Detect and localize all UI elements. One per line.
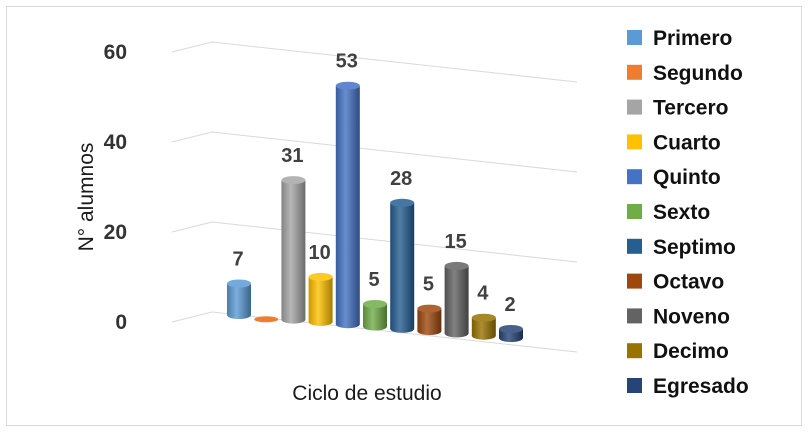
y-axis-title: N° alumnos: [75, 143, 98, 252]
legend-label: Quinto: [653, 166, 721, 189]
data-label-septimo: 28: [390, 168, 412, 190]
legend-swatch: [627, 273, 642, 289]
bar-octavo: [417, 304, 442, 336]
legend-item-cuarto: Cuarto: [627, 131, 721, 154]
bar-tercero: [281, 176, 306, 324]
legend-label: Noveno: [653, 305, 730, 328]
data-label-octavo: 5: [423, 274, 434, 296]
bar-sexto: [363, 300, 387, 331]
legend-item-segundo: Segundo: [627, 62, 743, 85]
bar-decimo: [471, 313, 496, 340]
legend-label: Octavo: [653, 271, 724, 294]
legend-swatch: [627, 99, 642, 115]
legend-swatch: [627, 169, 642, 185]
legend-label: Tercero: [653, 97, 728, 120]
data-label-quinto: 53: [336, 51, 358, 73]
bar-segundo: [254, 316, 279, 323]
legend-item-decimo: Decimo: [627, 340, 729, 363]
y-tick-label: 40: [104, 131, 127, 154]
gridline: [171, 221, 578, 263]
legend-item-septimo: Septimo: [627, 236, 736, 259]
legend-label: Egresado: [653, 375, 749, 398]
data-label-decimo: 4: [477, 283, 489, 305]
gridline: [171, 41, 578, 83]
data-label-sexto: 5: [368, 269, 379, 291]
legend-label: Cuarto: [653, 131, 721, 154]
gridline: [171, 311, 578, 353]
y-axis-ticks: 0 20 40 60: [104, 41, 127, 334]
x-axis-title: Ciclo de estudio: [292, 382, 441, 405]
gridline: [171, 131, 578, 173]
chart-frame: 0 20 40 60 N° alumnos Ciclo de estudio 7 31 1…: [6, 6, 802, 426]
legend-swatch: [627, 378, 642, 393]
legend-item-tercero: Tercero: [627, 97, 728, 120]
legend-item-noveno: Noveno: [627, 305, 730, 328]
legend-swatch: [627, 204, 642, 219]
legend-label: Decimo: [653, 340, 729, 363]
legend-label: Primero: [653, 27, 732, 50]
y-tick-label: 20: [104, 221, 127, 244]
bar-chart: 0 20 40 60 N° alumnos Ciclo de estudio 7 31 1…: [75, 27, 749, 405]
y-tick-label: 0: [115, 311, 127, 334]
bar-noveno: [444, 261, 469, 338]
legend-swatch: [627, 343, 642, 359]
bars: [227, 81, 523, 342]
bar-primero: [227, 279, 251, 319]
bar-septimo: [390, 198, 415, 333]
bar-quinto: [335, 81, 360, 329]
legend-swatch: [627, 308, 642, 324]
y-tick-label: 60: [104, 41, 127, 64]
bar-cuarto: [308, 272, 333, 326]
legend-label: Segundo: [653, 62, 743, 85]
data-label-cuarto: 10: [308, 242, 330, 264]
bar-egresado: [499, 325, 523, 342]
legend-label: Septimo: [653, 236, 736, 259]
legend-label: Sexto: [653, 201, 710, 224]
data-label-noveno: 15: [444, 231, 466, 253]
gridlines: [171, 41, 578, 353]
legend-swatch: [627, 134, 642, 150]
data-label-tercero: 31: [281, 145, 303, 167]
legend-swatch: [627, 64, 642, 80]
data-labels: 7 31 10 53 5 28 5 15 42: [232, 51, 515, 316]
legend-item-quinto: Quinto: [627, 166, 721, 189]
legend-swatch: [627, 238, 642, 254]
data-label-egresado: 2: [504, 294, 515, 316]
legend-item-octavo: Octavo: [627, 271, 724, 294]
legend-item-primero: Primero: [627, 27, 732, 50]
legend-swatch: [627, 30, 642, 45]
legend-item-sexto: Sexto: [627, 201, 710, 224]
legend-item-egresado: Egresado: [627, 375, 749, 398]
data-label-primero: 7: [232, 249, 243, 271]
legend: Primero Segundo Tercero Cuarto Quinto Sexto Se…: [627, 27, 749, 398]
